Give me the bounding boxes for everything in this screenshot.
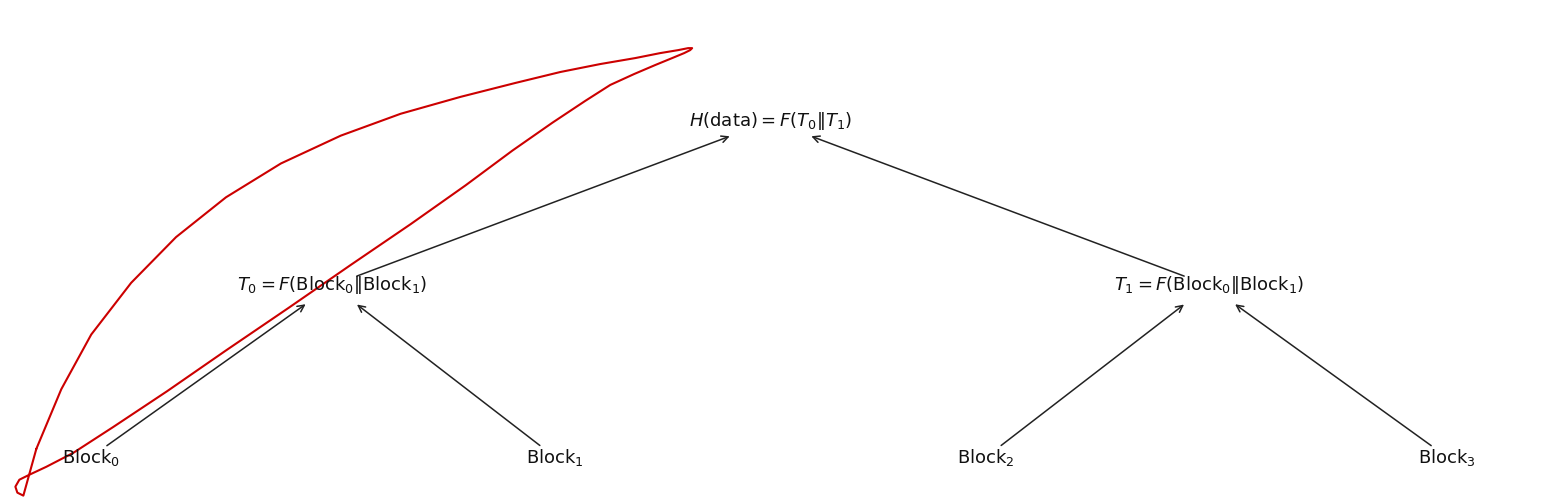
Text: $T_1 = F(\mathrm{Block}_0 \| \mathrm{Block}_1)$: $T_1 = F(\mathrm{Block}_0 \| \mathrm{Blo… <box>1114 275 1304 297</box>
Text: $\mathrm{Block}_2$: $\mathrm{Block}_2$ <box>957 447 1014 468</box>
Text: $T_0 = F(\mathrm{Block}_0 \| \mathrm{Block}_1)$: $T_0 = F(\mathrm{Block}_0 \| \mathrm{Blo… <box>237 275 427 297</box>
Text: $H(\mathrm{data}) = F(T_0 \| T_1)$: $H(\mathrm{data}) = F(T_0 \| T_1)$ <box>689 110 852 132</box>
Text: $\mathrm{Block}_1$: $\mathrm{Block}_1$ <box>527 447 584 468</box>
Text: $\mathrm{Block}_3$: $\mathrm{Block}_3$ <box>1418 447 1476 468</box>
Text: $\mathrm{Block}_0$: $\mathrm{Block}_0$ <box>62 447 120 468</box>
